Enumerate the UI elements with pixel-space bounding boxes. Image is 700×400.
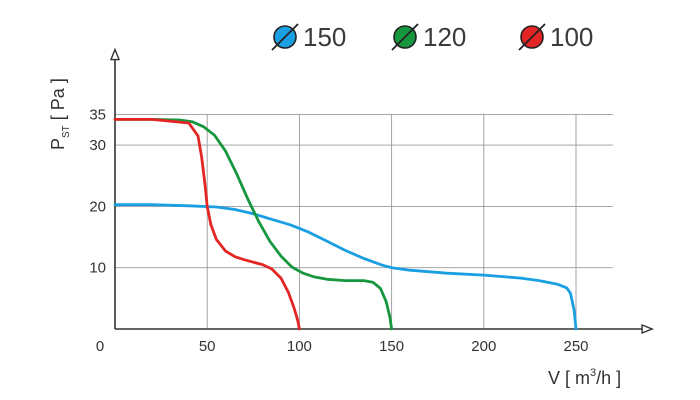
legend-label-100: 100 (550, 22, 593, 52)
y-tick-label-35: 35 (89, 106, 106, 123)
y-tick-label-20: 20 (89, 198, 106, 215)
series-line-120 (113, 118, 394, 331)
x-axis-label: V [ m3/h ] (548, 367, 621, 388)
x-tick-label-100: 100 (287, 338, 312, 355)
axes (109, 47, 654, 335)
x-tick-label-200: 200 (471, 338, 496, 355)
legend-diameter-slash-100 (518, 23, 546, 51)
series-line-100 (113, 118, 301, 331)
y-tick-label-10: 10 (89, 260, 106, 277)
series-line-150 (113, 203, 578, 331)
y-axis-label: PST [ Pa ] (48, 78, 72, 150)
legend: 150 120 100 (271, 22, 593, 52)
legend-label-120: 120 (423, 22, 466, 52)
legend-item-120: 120 (391, 22, 466, 52)
series-lines (113, 118, 578, 331)
y-tick-label-30: 30 (89, 137, 106, 154)
x-tick-label-250: 250 (563, 338, 588, 355)
y-axis-arrow (109, 47, 121, 61)
legend-diameter-slash-150 (271, 23, 299, 51)
legend-item-150: 150 (271, 22, 346, 52)
x-tick-label-0: 0 (96, 338, 104, 355)
legend-diameter-slash-120 (391, 23, 419, 51)
x-tick-label-150: 150 (379, 338, 404, 355)
x-axis-arrow (641, 323, 654, 335)
x-tick-label-50: 50 (199, 338, 216, 355)
legend-item-100: 100 (518, 22, 593, 52)
grid (115, 113, 613, 329)
legend-label-150: 150 (303, 22, 346, 52)
tick-labels: 0 50 100 150 200 250 10 20 30 35 (89, 106, 588, 355)
